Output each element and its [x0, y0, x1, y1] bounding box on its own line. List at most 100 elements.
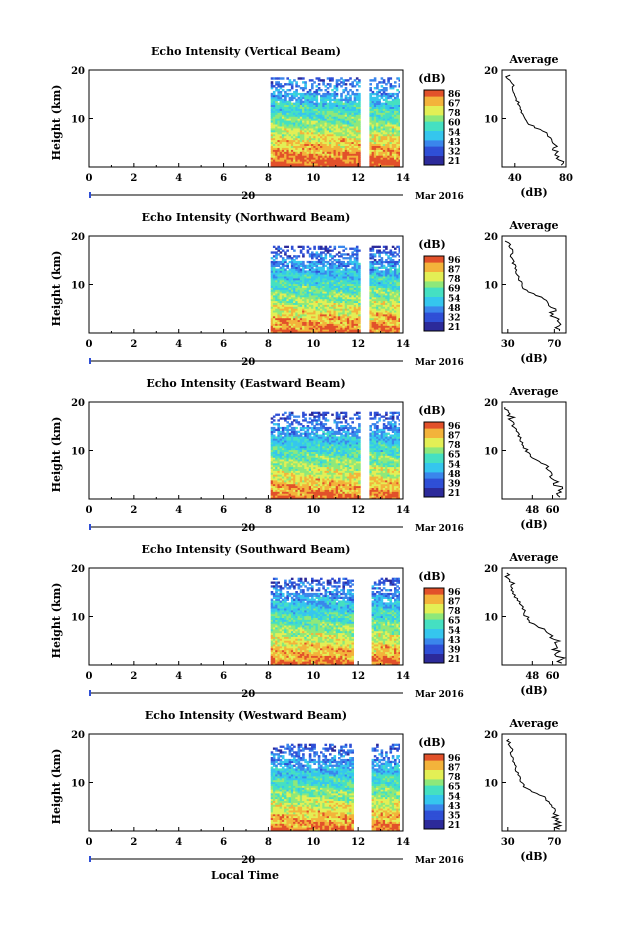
heatmap-cell — [353, 131, 357, 135]
heatmap-cell — [349, 279, 352, 283]
heatmap-cell — [373, 497, 377, 500]
heatmap-cell — [346, 298, 350, 302]
heatmap-cell — [346, 310, 350, 313]
heatmap-cell — [290, 317, 294, 321]
heatmap-cell — [380, 272, 384, 275]
heatmap-cell — [315, 287, 319, 290]
heatmap-cell — [378, 306, 381, 309]
heatmap-cell — [270, 129, 274, 133]
heatmap-cell — [331, 283, 334, 286]
heatmap-cell — [380, 317, 384, 321]
heatmap-cell — [342, 133, 345, 137]
heatmap-cell — [313, 92, 316, 96]
heatmap-cell — [394, 264, 397, 267]
heatmap-cell — [324, 116, 328, 119]
heatmap-cell — [371, 293, 375, 296]
heatmap-cell — [270, 161, 274, 164]
heatmap-cell — [322, 276, 325, 279]
heatmap-cell — [331, 310, 334, 313]
heatmap-cell — [308, 147, 312, 150]
heatmap-cell — [295, 92, 298, 96]
heatmap-cell — [385, 122, 388, 125]
heatmap-cell — [299, 122, 303, 125]
heatmap-cell — [286, 83, 289, 86]
heatmap-cell — [320, 483, 323, 487]
heatmap-cell — [275, 304, 278, 307]
heatmap-cell — [398, 153, 400, 156]
panel-3: Echo Intensity (Eastward Beam)Height (km… — [50, 377, 567, 534]
heatmap-cell — [288, 308, 292, 311]
heatmap-cell — [349, 268, 352, 271]
heatmap-cell — [308, 94, 312, 98]
heatmap-cell — [322, 149, 325, 152]
heatmap-cell — [335, 485, 339, 488]
heatmap-cell — [288, 159, 292, 162]
heatmap-cell — [338, 323, 341, 326]
heatmap-cell — [382, 165, 386, 168]
heatmap-cell — [349, 323, 352, 326]
heatmap-cell — [351, 278, 354, 281]
heatmap-cell — [331, 128, 334, 131]
heatmap-cell — [398, 312, 400, 315]
heatmap-cell — [311, 92, 314, 96]
heatmap-cell — [272, 112, 276, 115]
heatmap-cell — [394, 289, 397, 292]
heatmap-cell — [394, 304, 397, 307]
heatmap-cell — [396, 325, 399, 328]
heatmap-cell — [376, 151, 379, 154]
heatmap-cell — [324, 135, 328, 139]
heatmap-cell — [322, 278, 325, 281]
heatmap-cell — [317, 89, 321, 92]
heatmap-cell — [331, 317, 334, 321]
heatmap-cell — [315, 281, 319, 285]
heatmap-cell — [279, 262, 283, 266]
heatmap-cell — [313, 153, 316, 156]
heatmap-cell — [349, 120, 352, 123]
heatmap-cell — [376, 245, 379, 248]
heatmap-cell — [284, 329, 287, 332]
date-label: Mar 2016 — [415, 358, 464, 368]
heatmap-cell — [380, 260, 384, 264]
heatmap-cell — [306, 128, 310, 131]
heatmap-cell — [270, 143, 274, 146]
heatmap-cell — [329, 120, 332, 123]
heatmap-cell — [346, 163, 350, 166]
heatmap-cell — [396, 120, 399, 123]
heatmap-cell — [324, 245, 328, 248]
heatmap-cell — [358, 85, 361, 88]
heatmap-cell — [369, 118, 372, 121]
heatmap-cell — [279, 114, 283, 117]
heatmap-cell — [295, 147, 298, 150]
heatmap-cell — [335, 126, 339, 129]
heatmap-cell — [385, 493, 388, 496]
heatmap-cell — [333, 485, 337, 488]
heatmap-cell — [315, 143, 319, 146]
heatmap-cell — [353, 327, 357, 330]
heatmap-cell — [302, 268, 305, 271]
heatmap-cell — [340, 278, 343, 281]
heatmap-cell — [313, 312, 316, 315]
heatmap-cell — [344, 145, 348, 148]
heatmap-cell — [394, 306, 397, 309]
heatmap-cell — [338, 163, 341, 166]
heatmap-cell — [288, 255, 292, 258]
heatmap-cell — [311, 287, 314, 290]
heatmap-cell — [288, 257, 292, 260]
heatmap-cell — [299, 118, 303, 121]
heatmap-cell — [349, 141, 352, 144]
heatmap-cell — [279, 276, 283, 279]
heatmap-cell — [270, 83, 274, 86]
heatmap-cell — [346, 106, 350, 109]
heatmap-cell — [311, 487, 314, 490]
heatmap-cell — [358, 153, 361, 156]
heatmap-cell — [308, 159, 312, 162]
heatmap-cell — [295, 291, 298, 294]
heatmap-cell — [302, 264, 305, 267]
heatmap-cell — [324, 253, 328, 256]
heatmap-cell — [349, 491, 352, 494]
heatmap-cell — [394, 118, 397, 121]
heatmap-cell — [349, 495, 352, 498]
heatmap-cell — [333, 153, 337, 156]
heatmap-cell — [324, 106, 328, 109]
heatmap-cell — [387, 108, 390, 111]
